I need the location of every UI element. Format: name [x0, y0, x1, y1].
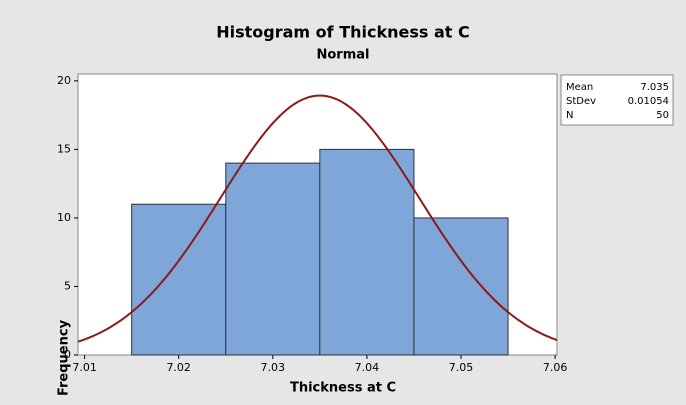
- x-axis-label: Thickness at C: [290, 381, 396, 396]
- stats-box: [560, 74, 674, 126]
- x-tick-label: 7.03: [261, 361, 286, 374]
- stat-value: 50: [656, 110, 669, 121]
- y-tick-label: 20: [57, 74, 71, 87]
- bar: [413, 217, 509, 356]
- x-tick-label: 7.02: [166, 361, 191, 374]
- y-tick-label: 5: [64, 279, 71, 292]
- y-tick-label: 15: [57, 142, 71, 155]
- y-tick-label: 10: [57, 211, 71, 224]
- y-tick-label: 0: [64, 348, 71, 361]
- stat-value: 0.01054: [628, 96, 669, 107]
- chart-title: Histogram of Thickness at C: [216, 23, 469, 42]
- stat-value: 7.035: [640, 82, 669, 93]
- bar: [319, 148, 415, 356]
- chart-subtitle: Normal: [317, 48, 370, 63]
- bar: [225, 162, 321, 356]
- stat-label: StDev: [566, 96, 596, 107]
- stat-label: N: [566, 110, 573, 121]
- x-tick-label: 7.06: [543, 361, 568, 374]
- x-tick-label: 7.01: [72, 361, 97, 374]
- bar: [131, 203, 227, 356]
- stat-label: Mean: [566, 82, 593, 93]
- y-axis-label: Frequency: [57, 319, 72, 396]
- x-tick-label: 7.04: [355, 361, 380, 374]
- x-tick-label: 7.05: [449, 361, 474, 374]
- normal-curve: [77, 94, 558, 343]
